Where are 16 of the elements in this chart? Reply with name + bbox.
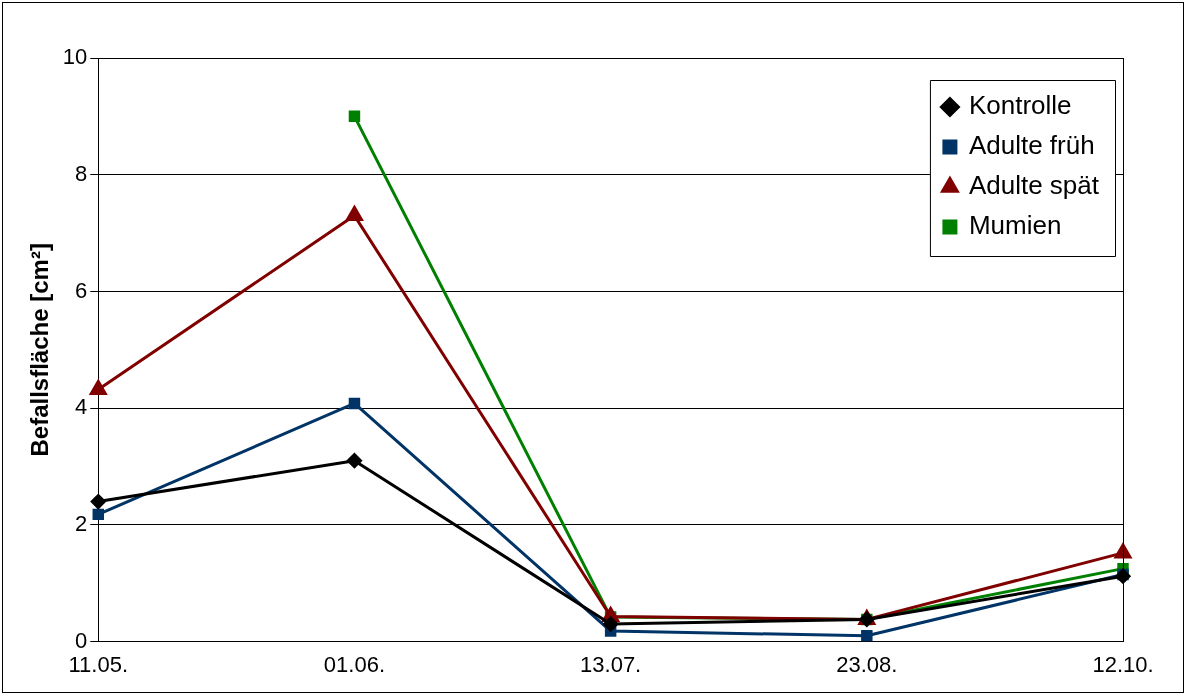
y-axis-title: Befallsfläche [cm²] <box>26 243 54 457</box>
x-tick-label: 11.05. <box>68 651 129 677</box>
x-tick-label: 01.06. <box>323 651 386 677</box>
legend-label: Mumien <box>968 210 1062 241</box>
x-tick-label: 12.10. <box>1092 651 1154 677</box>
y-tick-label: 0 <box>75 627 88 653</box>
legend-label: Adulte spät <box>968 170 1100 201</box>
y-tick-label: 6 <box>75 277 88 303</box>
x-tick-label: 23.08. <box>836 651 898 677</box>
legend-label: Kontrolle <box>968 90 1072 121</box>
legend-label: Adulte früh <box>968 130 1095 161</box>
y-tick-label: 4 <box>75 394 88 420</box>
x-tick-label: 13.07. <box>580 651 642 677</box>
y-tick-label: 8 <box>75 160 88 186</box>
y-tick-label: 10 <box>62 44 88 70</box>
y-tick-label: 2 <box>75 510 88 536</box>
